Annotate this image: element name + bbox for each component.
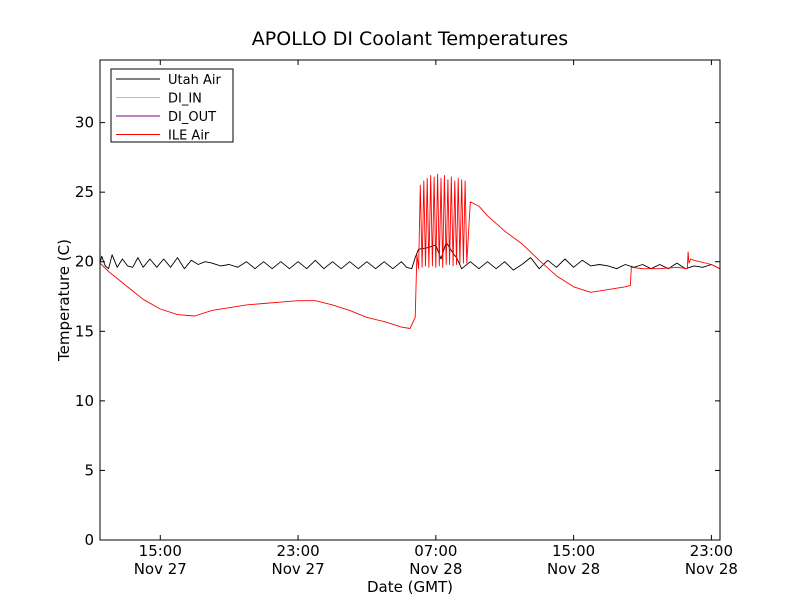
- x-tick-time-label: 07:00: [414, 542, 457, 560]
- x-tick-date-label: Nov 28: [547, 560, 600, 578]
- legend-label-utah-air: Utah Air: [168, 73, 221, 88]
- x-tick-time-label: 15:00: [139, 542, 182, 560]
- y-tick-label: 5: [84, 461, 94, 479]
- y-tick-label: 10: [75, 392, 94, 410]
- series-line-ile-air: [100, 173, 720, 329]
- y-tick-label: 25: [75, 183, 94, 201]
- legend-label-ile-air: ILE Air: [168, 129, 210, 144]
- chart-title: APOLLO DI Coolant Temperatures: [252, 28, 568, 50]
- x-tick-date-label: Nov 27: [271, 560, 324, 578]
- y-tick-label: 20: [75, 253, 94, 271]
- series-layer: [100, 173, 720, 329]
- y-axis: 0 5 10 15 20 25 30: [75, 114, 720, 549]
- y-tick-label: 0: [84, 531, 94, 549]
- series-line-utah-air: [100, 241, 720, 271]
- x-tick-date-label: Nov 27: [134, 560, 187, 578]
- x-axis-label: Date (GMT): [367, 578, 453, 596]
- y-axis-label: Temperature (C): [55, 239, 73, 362]
- legend: Utah Air DI_IN DI_OUT ILE Air: [110, 68, 234, 144]
- plot-frame: [99, 59, 721, 541]
- legend-box: [110, 68, 234, 143]
- y-tick-label: 15: [75, 322, 94, 340]
- y-tick-label: 30: [75, 114, 94, 132]
- legend-label-di-in: DI_IN: [168, 92, 202, 107]
- x-tick-time-label: 23:00: [690, 542, 733, 560]
- x-tick-date-label: Nov 28: [409, 560, 462, 578]
- legend-label-di-out: DI_OUT: [168, 110, 216, 125]
- x-tick-time-label: 23:00: [276, 542, 319, 560]
- x-tick-time-label: 15:00: [552, 542, 595, 560]
- x-tick-date-label: Nov 28: [685, 560, 738, 578]
